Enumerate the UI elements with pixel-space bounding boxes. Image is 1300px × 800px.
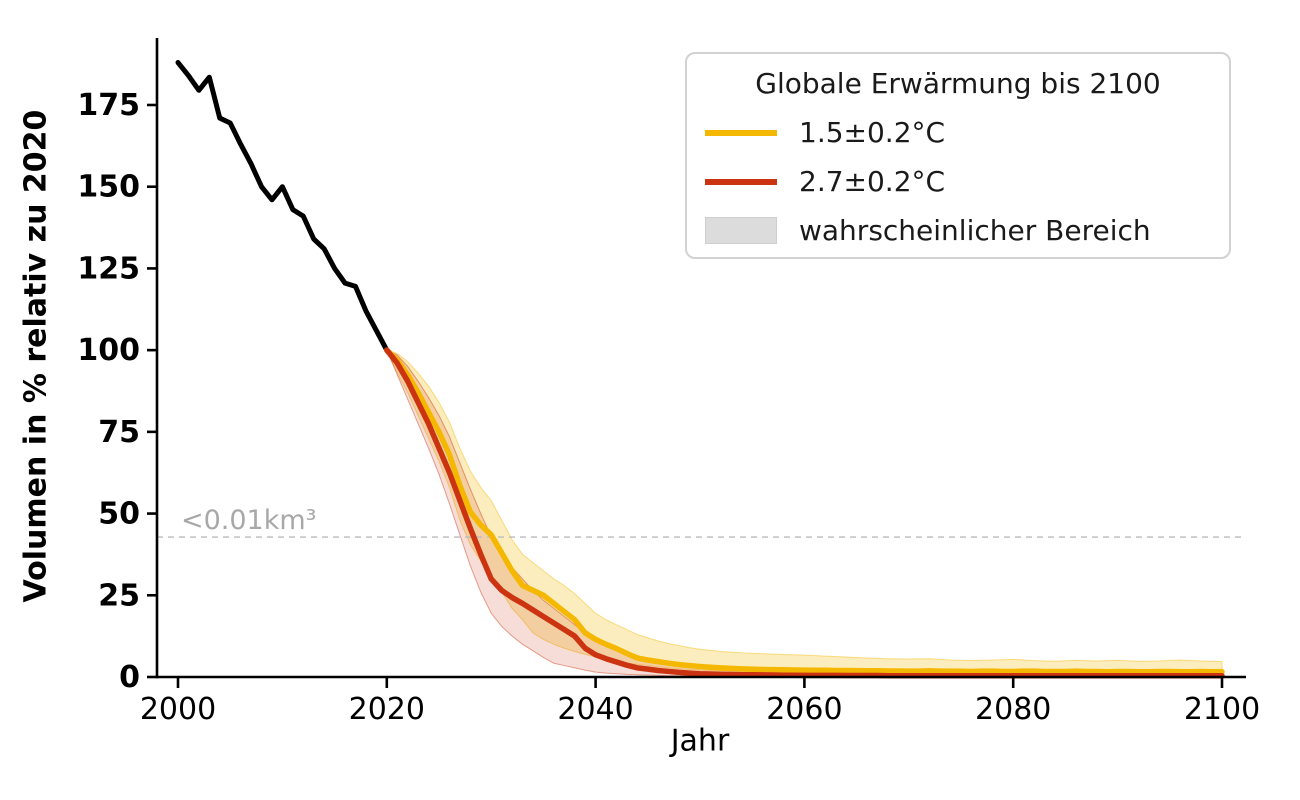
x-tick-label: 2040 — [557, 692, 633, 727]
legend-item-likely-range: wahrscheinlicher Bereich — [687, 206, 1229, 255]
legend-item-2-7C: 2.7±0.2°C — [687, 157, 1229, 206]
legend-patch-swatch-likely-range — [705, 217, 777, 244]
series-line-2.7±0.2°C — [384, 347, 1225, 679]
legend-label-1-5C: 1.5±0.2°C — [799, 116, 946, 149]
y-axis-title: Volumen in % relativ zu 2020 — [18, 109, 54, 603]
uncertainty-band-1 — [385, 349, 1223, 678]
legend-label-2-7C: 2.7±0.2°C — [799, 165, 946, 198]
legend-line-swatch-2-7C — [705, 178, 777, 185]
uncertainty-band-0 — [385, 349, 1223, 677]
threshold-annotation: <0.01km³ — [181, 505, 317, 536]
x-tick-label: 2080 — [975, 692, 1051, 727]
y-tick-label: 75 — [98, 415, 140, 450]
legend-label-likely-range: wahrscheinlicher Bereich — [799, 214, 1151, 247]
legend: Globale Erwärmung bis 2100 1.5±0.2°C 2.7… — [685, 52, 1231, 259]
x-tick-label: 2000 — [140, 692, 216, 727]
y-tick-label: 0 — [119, 660, 140, 695]
legend-item-1-5C: 1.5±0.2°C — [687, 108, 1229, 157]
y-tick-label: 25 — [98, 578, 140, 613]
x-tick-label: 2020 — [349, 692, 425, 727]
x-axis-title: Jahr — [670, 723, 730, 759]
y-tick-label: 100 — [77, 333, 140, 368]
legend-title: Globale Erwärmung bis 2100 — [755, 67, 1161, 100]
x-tick-label: 2100 — [1184, 692, 1260, 727]
y-tick-label: 125 — [77, 251, 140, 286]
x-tick-label: 2060 — [766, 692, 842, 727]
y-tick-label: 175 — [77, 88, 140, 123]
y-tick-label: 150 — [77, 170, 140, 205]
series-line-historical — [175, 60, 390, 353]
legend-line-swatch-1-5C — [705, 129, 777, 136]
series-line-1.5±0.2°C — [384, 347, 1225, 675]
y-tick-label: 50 — [98, 497, 140, 532]
